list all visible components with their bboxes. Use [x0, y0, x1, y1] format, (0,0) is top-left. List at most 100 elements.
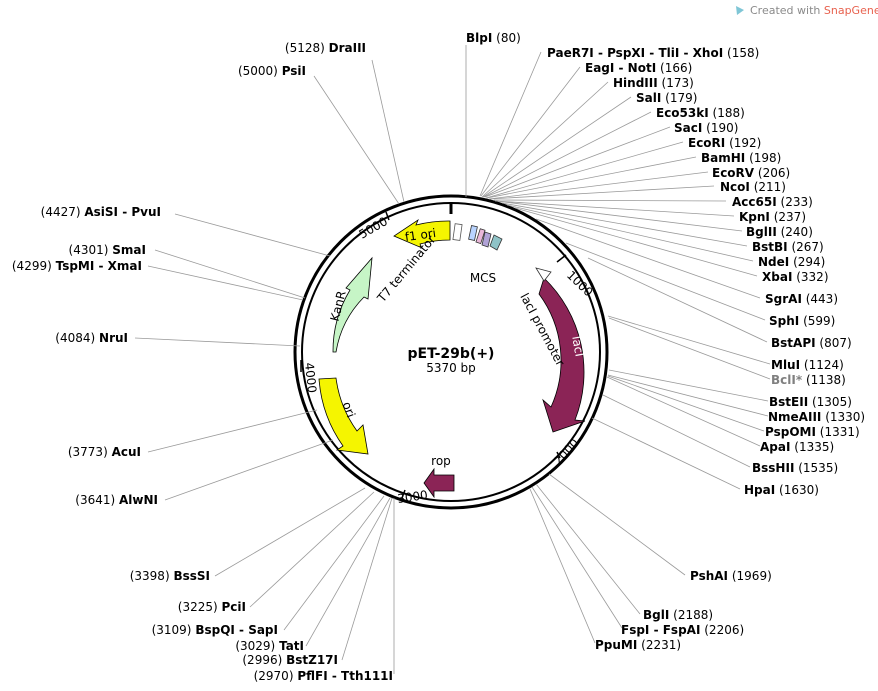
leader-sali: [482, 96, 632, 198]
site-label-noti[interactable]: EagI - NotI (166): [585, 61, 692, 75]
site-label-asisi-pvui[interactable]: (4427) AsiSI - PvuI: [41, 205, 161, 219]
site-label-nmeaiii[interactable]: NmeAIII (1330): [768, 410, 865, 424]
site-label-acui[interactable]: (3773) AcuI: [68, 445, 141, 459]
leader-bspqi: [283, 495, 385, 631]
site-label-pflfi-tth111i[interactable]: (2970) PflFI - Tth111I: [254, 669, 393, 683]
leader-lines: [134, 45, 771, 674]
leader-fspi: [531, 486, 623, 629]
ori-label: ori: [340, 400, 358, 419]
t7-terminator-box[interactable]: [452, 223, 463, 241]
site-label-mlui[interactable]: MluI (1124): [771, 358, 844, 372]
site-label-pcii[interactable]: (3225) PciI: [178, 600, 246, 614]
leader-hindiii: [481, 81, 609, 198]
leader-saci: [484, 126, 671, 198]
mcs-tag-box-2: [475, 228, 486, 245]
site-label-blpi[interactable]: BlpI (80): [466, 31, 521, 45]
leader-noti: [480, 66, 581, 197]
leader-acc65i: [493, 199, 727, 202]
ori-arrow[interactable]: [318, 377, 369, 455]
tick-mark-3000: [401, 489, 406, 499]
site-label-xhoi[interactable]: PaeR7I - PspXI - TliI - XhoI (158): [547, 46, 759, 60]
leader-bsssi: [214, 487, 366, 577]
rop-label: rop: [431, 454, 451, 468]
mcs-tag-box-4: [489, 234, 503, 251]
credit-prefix: Created with: [750, 4, 824, 17]
site-label-sphi[interactable]: SphI (599): [769, 314, 835, 328]
site-label-smai[interactable]: (4301) SmaI: [69, 243, 146, 257]
site-label-psii[interactable]: (5000) PsiI: [238, 64, 306, 78]
leader-asisi: [174, 213, 331, 257]
site-label-draiii[interactable]: (5128) DraIII: [285, 41, 366, 55]
site-labels-right: BlpI (80) PaeR7I - PspXI - TliI - XhoI (…: [466, 31, 865, 652]
snapgene-credit[interactable]: Created with SnapGene®: [736, 3, 878, 17]
laci-arrow[interactable]: [538, 277, 586, 433]
site-label-alwni[interactable]: (3641) AlwNI: [75, 493, 158, 507]
mcs-tag-box-1: [468, 225, 478, 241]
site-label-ncoi[interactable]: NcoI (211): [720, 180, 786, 194]
mcs-region[interactable]: [468, 225, 503, 251]
tick-label-1000: 1000: [564, 268, 596, 299]
leader-ecori: [485, 141, 684, 199]
site-label-bamhi[interactable]: BamHI (198): [701, 151, 781, 165]
site-label-hpai[interactable]: HpaI (1630): [744, 483, 819, 497]
site-label-bsshii[interactable]: BssHII (1535): [752, 461, 838, 475]
leader-psii: [313, 75, 400, 205]
mcs-tag-box-3: [481, 231, 492, 248]
leader-bsteii: [608, 369, 769, 402]
kanr-arrow[interactable]: [332, 256, 373, 353]
site-label-bsssi[interactable]: (3398) BssSI: [130, 569, 210, 583]
leader-draiii: [371, 59, 405, 203]
site-label-bstapi[interactable]: BstAPI (807): [771, 336, 852, 350]
site-label-bstbi[interactable]: BstBI (267): [752, 240, 824, 254]
site-label-fspi-fspai[interactable]: FspI - FspAI (2206): [621, 623, 744, 637]
site-label-xbai[interactable]: XbaI (332): [762, 270, 829, 284]
site-label-pshai[interactable]: PshAI (1969): [690, 569, 772, 583]
site-label-apai[interactable]: ApaI (1335): [760, 440, 834, 454]
site-label-eco53ki[interactable]: Eco53kI (188): [656, 106, 745, 120]
leader-pspomi: [607, 375, 765, 432]
snapgene-logo-icon: [736, 6, 744, 15]
rop-arrow[interactable]: [423, 467, 455, 499]
site-label-sali[interactable]: SalI (179): [636, 91, 697, 105]
backbone-outer-ring: [293, 194, 609, 510]
site-label-bgli[interactable]: BglI (2188): [643, 608, 713, 622]
leader-xbai: [514, 207, 758, 277]
site-label-nrui[interactable]: (4084) NruI: [55, 331, 128, 345]
tick-mark-1000: [556, 254, 567, 263]
leader-ppumi: [529, 488, 596, 644]
site-label-bstz17i[interactable]: (2996) BstZ17I: [242, 653, 338, 667]
site-label-ndei[interactable]: NdeI (294): [758, 255, 825, 269]
svg-text:Created with SnapGene®: Created with SnapGene®: [750, 3, 878, 17]
site-label-sgrai[interactable]: SgrAI (443): [765, 292, 838, 306]
site-label-bglii[interactable]: BglII (240): [746, 225, 813, 239]
site-label-tati[interactable]: (3029) TatI: [235, 639, 304, 653]
site-label-ecorv[interactable]: EcoRV (206): [712, 166, 790, 180]
site-label-bcli[interactable]: BclI* (1138): [771, 373, 846, 387]
site-label-bsteii[interactable]: BstEII (1305): [769, 395, 852, 409]
site-label-kpni[interactable]: KpnI (237): [739, 210, 806, 224]
f1-ori-arrow[interactable]: [393, 218, 451, 249]
site-label-tspmi-xmai[interactable]: (4299) TspMI - XmaI: [12, 259, 142, 273]
credit-brand: SnapGene: [824, 4, 878, 17]
site-label-ppumi[interactable]: PpuMI (2231): [595, 638, 681, 652]
leader-apai: [606, 376, 761, 447]
site-label-pspomi[interactable]: PspOMI (1331): [765, 425, 860, 439]
leader-nmeaiii: [607, 374, 769, 417]
leader-pcii: [249, 491, 375, 608]
site-label-ecori[interactable]: EcoRI (192): [688, 136, 761, 150]
site-label-bspqi-sapi[interactable]: (3109) BspQI - SapI: [152, 623, 278, 637]
leader-ecorv: [488, 171, 709, 200]
leader-ndei: [506, 204, 754, 262]
tick-label-4000: 4000: [302, 362, 319, 394]
leader-sgrai: [535, 218, 761, 299]
leader-bcli: [608, 317, 771, 380]
site-label-acc65i[interactable]: Acc65I (233): [732, 195, 813, 209]
leader-tspmi: [147, 265, 304, 301]
site-label-hindiii[interactable]: HindIII (173): [613, 76, 694, 90]
leader-bstbi: [501, 202, 748, 247]
site-label-saci[interactable]: SacI (190): [674, 121, 738, 135]
site-labels-left: (5128) DraIII (5000) PsiI (4427) AsiSI -…: [12, 41, 393, 683]
plasmid-name: pET-29b(+): [408, 346, 495, 362]
laci-promoter-arrow[interactable]: [535, 267, 552, 282]
